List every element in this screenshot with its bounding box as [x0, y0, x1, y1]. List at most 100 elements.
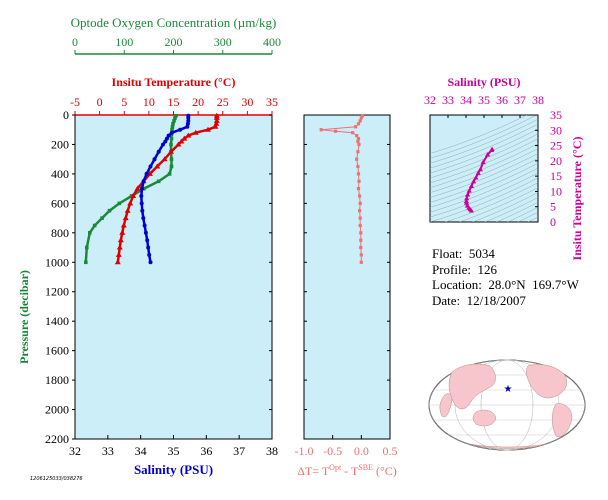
salinity-point [148, 164, 153, 169]
delta-t-series [319, 114, 365, 264]
salinity-point [156, 149, 161, 154]
delta-t-axis: -1.0 -0.5 0.0 0.5 [295, 114, 398, 458]
ts-isopycnal [430, 158, 538, 203]
salinity-point [152, 157, 157, 162]
main-profile-panel: 0 100 200 300 400 -5 0 5 10 15 20 25 30 35 32 33 34 35 3… [45, 35, 281, 458]
salinity-point [140, 208, 145, 213]
delta-t-title-part: (°C) [373, 464, 397, 478]
delta-t-plot-background [303, 114, 391, 440]
map-land-north-america [526, 364, 567, 399]
ts-salinity-tick-label: 33 [442, 93, 454, 107]
delta-t-panel: -1.0 -0.5 0.0 0.5 [295, 114, 398, 458]
oxygen-point [107, 208, 112, 213]
temperature-point [154, 163, 161, 169]
delta-t-point [355, 157, 359, 161]
salinity-point [169, 130, 174, 135]
salinity-point [146, 245, 151, 250]
salinity-point [161, 142, 165, 147]
map-land-south-america [552, 403, 573, 438]
ts-isopycnal [430, 177, 538, 222]
oxygen-tick-label: 200 [165, 35, 183, 49]
delta-t-point [359, 116, 363, 120]
delta-t-point [356, 137, 361, 141]
map-land-australia [472, 409, 497, 427]
ts-point [480, 159, 486, 165]
pressure-tick-label: 1200 [45, 285, 69, 299]
pressure-tick-label: 1600 [45, 344, 69, 358]
float-location-marker: ★ [504, 384, 513, 395]
temperature-point [213, 120, 220, 126]
pressure-tick-label: 2000 [45, 403, 69, 417]
oxygen-point [171, 122, 175, 126]
temperature-point [213, 114, 220, 120]
temperature-axis-title: Insitu Temperature (°C) [112, 75, 236, 89]
pressure-tick-label: 2200 [45, 432, 69, 446]
pressure-tick-label: 0 [63, 108, 69, 122]
delta-t-point [357, 179, 361, 183]
temperature-point [117, 237, 124, 243]
temperature-point [130, 193, 137, 198]
delta-t-tick-label: -1.0 [295, 444, 314, 458]
salinity-tick-label: 37 [233, 444, 245, 458]
oxygen-point [117, 201, 122, 206]
ts-temp-tick-label: 25 [550, 139, 562, 153]
ts-isopycnal-lines [430, 115, 538, 222]
ts-isopycnal [430, 153, 538, 198]
ts-isopycnal [430, 148, 538, 193]
profile-number: Profile: 126 [432, 261, 497, 277]
delta-t-title-part: ΔT= T [297, 464, 330, 478]
pressure-tick-label: 400 [51, 167, 69, 181]
ts-salinity-tick-label: 32 [424, 93, 436, 107]
oxygen-point [156, 179, 161, 184]
salinity-series [139, 113, 191, 265]
ts-point [465, 192, 471, 197]
pressure-tick-label: 1000 [45, 255, 69, 269]
delta-t-tick-label: 0.0 [354, 444, 369, 458]
delta-t-point [359, 245, 363, 250]
delta-t-point [351, 131, 355, 135]
ts-temp-tick-label: 35 [550, 108, 562, 122]
oxygen-tick-label: 100 [115, 35, 133, 49]
oxygen-point [172, 119, 176, 123]
temperature-point [161, 156, 168, 162]
ts-salinity-tick-label: 38 [532, 93, 544, 107]
delta-t-point [358, 201, 362, 205]
temperature-point [192, 129, 199, 135]
pressure-tick-label: 800 [51, 226, 69, 240]
ts-series [463, 146, 495, 213]
temperature-series [114, 112, 220, 265]
salinity-tick-label: 34 [135, 444, 147, 458]
salinity-tick-label: 32 [69, 444, 81, 458]
oxygen-point [170, 127, 174, 132]
salinity-point [139, 201, 144, 206]
profile-date: Date: 12/18/2007 [432, 292, 526, 308]
temperature-point [181, 135, 188, 141]
delta-t-title-sup: SBE [358, 463, 373, 472]
temperature-tick-label: 0 [97, 95, 103, 109]
pressure-tick-label: 600 [51, 196, 69, 210]
salinity-point [186, 115, 191, 120]
delta-t-point [358, 119, 362, 123]
temperature-point [114, 259, 121, 265]
ts-isopycnal [507, 206, 538, 222]
oxygen-point [88, 231, 92, 235]
delta-t-point [357, 142, 361, 147]
map-land-africa [439, 393, 453, 418]
salinity-point [140, 186, 144, 191]
temperature-point [124, 207, 131, 213]
temperature-point [120, 222, 127, 228]
temperature-point [116, 244, 123, 250]
ts-temp-tick-label: 5 [550, 200, 556, 214]
delta-t-point [358, 216, 362, 220]
ts-salinity-tick-label: 34 [460, 93, 472, 107]
ts-isopycnal [444, 182, 538, 222]
temperature-point [212, 123, 219, 129]
ts-isopycnal [430, 172, 538, 218]
delta-t-line [321, 115, 363, 263]
salinity-point [141, 179, 146, 184]
ts-temp-tick-label: 10 [550, 184, 562, 198]
oxygen-point [169, 164, 174, 169]
main-plot-background [74, 114, 273, 440]
ts-salinity-tick-label: 37 [514, 93, 526, 107]
